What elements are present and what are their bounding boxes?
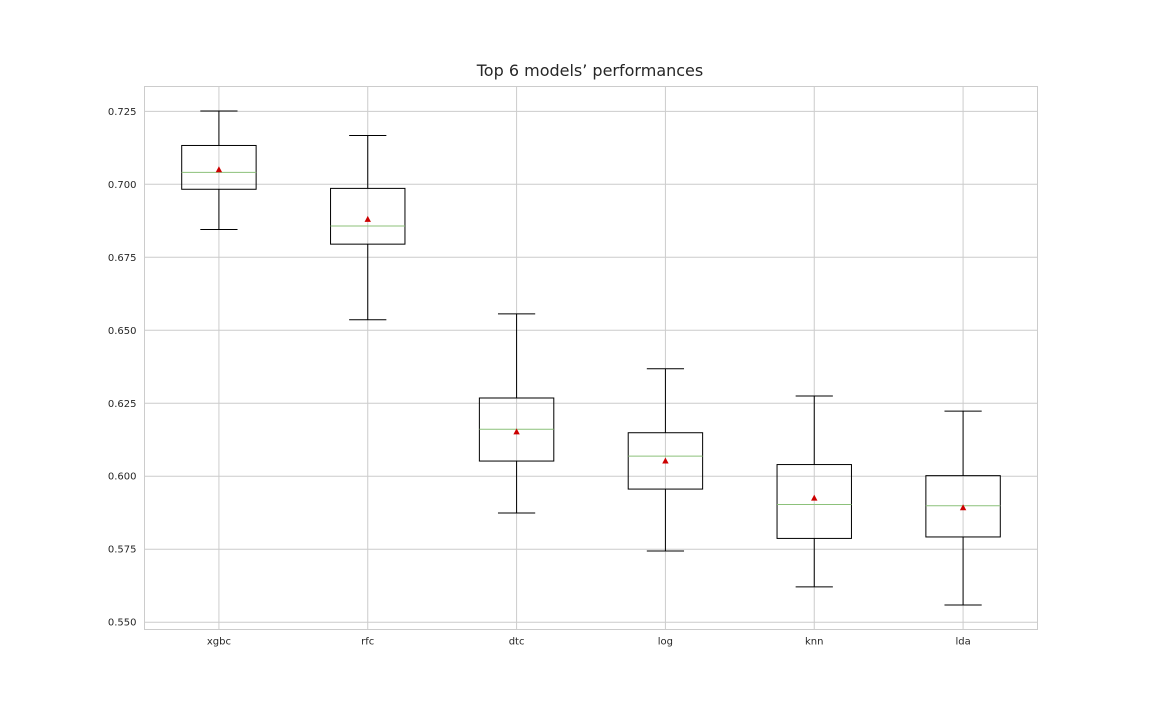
x-tick-label: log <box>658 637 673 648</box>
mean-marker <box>215 166 223 173</box>
iqr-box <box>776 464 852 539</box>
mean-marker <box>662 457 669 464</box>
iqr-box <box>330 187 406 245</box>
y-tick-label: 0.650 <box>108 326 137 337</box>
y-tick-label: 0.550 <box>108 618 137 629</box>
x-tick-label: lda <box>955 637 970 648</box>
y-tick-label: 0.700 <box>108 180 137 191</box>
y-axis-ticks: 0.550 0.575 0.600 0.625 0.650 0.675 0.700 0.725 <box>108 107 137 629</box>
box-knn <box>776 395 852 588</box>
box-rfc <box>330 135 406 321</box>
chart-title: Top 6 models’ performances <box>476 61 703 80</box>
mean-marker <box>959 504 967 511</box>
box-xgbc <box>181 110 257 231</box>
box-lda <box>925 410 1001 606</box>
mean-marker <box>364 215 371 222</box>
x-tick-label: dtc <box>509 637 525 648</box>
x-tick-label: rfc <box>361 637 374 648</box>
plot-area <box>144 86 1038 630</box>
x-axis-ticks: xgbc rfc dtc log knn lda <box>207 637 971 648</box>
mean-marker <box>811 494 818 501</box>
y-tick-label: 0.725 <box>108 107 137 118</box>
iqr-box <box>627 432 704 490</box>
iqr-box <box>181 144 257 190</box>
box-dtc <box>478 313 555 514</box>
y-gridlines <box>144 110 1038 623</box>
y-tick-label: 0.675 <box>108 253 137 264</box>
iqr-box <box>925 475 1001 538</box>
y-tick-label: 0.575 <box>108 545 137 556</box>
y-tick-label: 0.600 <box>108 472 137 483</box>
x-tick-label: xgbc <box>207 637 231 648</box>
boxes <box>181 110 1001 606</box>
x-tick-label: knn <box>805 637 823 648</box>
y-tick-label: 0.625 <box>108 399 137 410</box>
box-log <box>627 368 704 552</box>
mean-marker <box>513 428 520 435</box>
